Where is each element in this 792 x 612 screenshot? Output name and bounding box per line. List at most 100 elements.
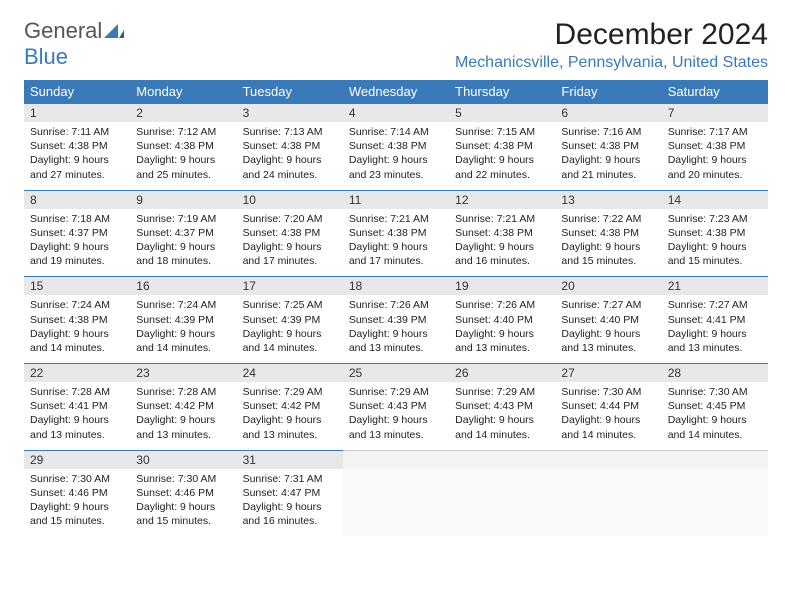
day-content-row: Sunrise: 7:30 AMSunset: 4:46 PMDaylight:…	[24, 469, 768, 537]
day-content-cell: Sunrise: 7:18 AMSunset: 4:37 PMDaylight:…	[24, 209, 130, 277]
day-ss: Sunset: 4:38 PM	[561, 139, 655, 153]
day-sr: Sunrise: 7:30 AM	[30, 472, 124, 486]
day-number-cell: 21	[662, 276, 768, 295]
day-number-cell: 30	[130, 450, 236, 469]
day-content-cell: Sunrise: 7:28 AMSunset: 4:42 PMDaylight:…	[130, 382, 236, 450]
day-content-cell: Sunrise: 7:30 AMSunset: 4:46 PMDaylight:…	[130, 469, 236, 537]
day-ss: Sunset: 4:39 PM	[136, 313, 230, 327]
day-sr: Sunrise: 7:15 AM	[455, 125, 549, 139]
day-d2: and 13 minutes.	[561, 341, 655, 355]
day-content-cell: Sunrise: 7:21 AMSunset: 4:38 PMDaylight:…	[343, 209, 449, 277]
day-sr: Sunrise: 7:26 AM	[349, 298, 443, 312]
day-number-cell: 6	[555, 103, 661, 122]
day-d2: and 13 minutes.	[30, 428, 124, 442]
day-sr: Sunrise: 7:29 AM	[455, 385, 549, 399]
day-number-cell: 7	[662, 103, 768, 122]
day-number-cell: 4	[343, 103, 449, 122]
day-content-cell	[662, 469, 768, 537]
day-d1: Daylight: 9 hours	[455, 153, 549, 167]
day-d2: and 15 minutes.	[668, 254, 762, 268]
weekday-header: Tuesday	[237, 80, 343, 103]
day-sr: Sunrise: 7:18 AM	[30, 212, 124, 226]
day-ss: Sunset: 4:40 PM	[561, 313, 655, 327]
day-d1: Daylight: 9 hours	[349, 413, 443, 427]
day-d1: Daylight: 9 hours	[243, 153, 337, 167]
day-content-cell: Sunrise: 7:20 AMSunset: 4:38 PMDaylight:…	[237, 209, 343, 277]
day-content-cell: Sunrise: 7:30 AMSunset: 4:46 PMDaylight:…	[24, 469, 130, 537]
day-d2: and 13 minutes.	[349, 428, 443, 442]
day-d2: and 25 minutes.	[136, 168, 230, 182]
day-number-cell: 28	[662, 363, 768, 382]
day-d2: and 13 minutes.	[243, 428, 337, 442]
day-d2: and 14 minutes.	[455, 428, 549, 442]
day-sr: Sunrise: 7:20 AM	[243, 212, 337, 226]
day-content-cell: Sunrise: 7:15 AMSunset: 4:38 PMDaylight:…	[449, 122, 555, 190]
day-number-cell: 9	[130, 190, 236, 209]
day-d2: and 17 minutes.	[349, 254, 443, 268]
day-sr: Sunrise: 7:30 AM	[136, 472, 230, 486]
day-sr: Sunrise: 7:16 AM	[561, 125, 655, 139]
day-number-cell: 26	[449, 363, 555, 382]
header: General Blue December 2024 Mechanicsvill…	[24, 18, 768, 72]
day-content-cell	[449, 469, 555, 537]
day-d2: and 14 minutes.	[30, 341, 124, 355]
day-d1: Daylight: 9 hours	[349, 240, 443, 254]
day-number-cell: 3	[237, 103, 343, 122]
day-ss: Sunset: 4:40 PM	[455, 313, 549, 327]
day-ss: Sunset: 4:38 PM	[243, 226, 337, 240]
day-content-cell	[555, 469, 661, 537]
day-d1: Daylight: 9 hours	[668, 327, 762, 341]
day-d2: and 14 minutes.	[243, 341, 337, 355]
day-sr: Sunrise: 7:17 AM	[668, 125, 762, 139]
day-sr: Sunrise: 7:30 AM	[668, 385, 762, 399]
calendar: Sunday Monday Tuesday Wednesday Thursday…	[24, 80, 768, 536]
day-sr: Sunrise: 7:12 AM	[136, 125, 230, 139]
day-number-row: 293031	[24, 450, 768, 469]
day-ss: Sunset: 4:38 PM	[668, 139, 762, 153]
day-number-cell	[449, 450, 555, 469]
day-number-cell	[343, 450, 449, 469]
day-sr: Sunrise: 7:19 AM	[136, 212, 230, 226]
day-content-cell: Sunrise: 7:29 AMSunset: 4:42 PMDaylight:…	[237, 382, 343, 450]
day-ss: Sunset: 4:38 PM	[30, 139, 124, 153]
day-content-cell: Sunrise: 7:27 AMSunset: 4:41 PMDaylight:…	[662, 295, 768, 363]
day-sr: Sunrise: 7:21 AM	[455, 212, 549, 226]
day-d2: and 13 minutes.	[349, 341, 443, 355]
day-ss: Sunset: 4:38 PM	[136, 139, 230, 153]
day-number-cell: 5	[449, 103, 555, 122]
day-sr: Sunrise: 7:22 AM	[561, 212, 655, 226]
day-d2: and 15 minutes.	[561, 254, 655, 268]
logo-text-2: Blue	[24, 44, 68, 69]
day-content-cell: Sunrise: 7:13 AMSunset: 4:38 PMDaylight:…	[237, 122, 343, 190]
day-d2: and 16 minutes.	[243, 514, 337, 528]
day-ss: Sunset: 4:38 PM	[349, 226, 443, 240]
weekday-header: Wednesday	[343, 80, 449, 103]
day-ss: Sunset: 4:38 PM	[349, 139, 443, 153]
day-content-cell: Sunrise: 7:11 AMSunset: 4:38 PMDaylight:…	[24, 122, 130, 190]
day-d1: Daylight: 9 hours	[136, 413, 230, 427]
day-sr: Sunrise: 7:25 AM	[243, 298, 337, 312]
day-d2: and 17 minutes.	[243, 254, 337, 268]
day-content-cell: Sunrise: 7:29 AMSunset: 4:43 PMDaylight:…	[343, 382, 449, 450]
day-d2: and 13 minutes.	[668, 341, 762, 355]
day-d1: Daylight: 9 hours	[668, 413, 762, 427]
day-content-cell: Sunrise: 7:26 AMSunset: 4:39 PMDaylight:…	[343, 295, 449, 363]
day-number-cell: 23	[130, 363, 236, 382]
day-number-row: 15161718192021	[24, 276, 768, 295]
day-d1: Daylight: 9 hours	[561, 413, 655, 427]
day-number-cell: 15	[24, 276, 130, 295]
day-d1: Daylight: 9 hours	[455, 240, 549, 254]
day-content-cell	[343, 469, 449, 537]
day-sr: Sunrise: 7:26 AM	[455, 298, 549, 312]
day-content-cell: Sunrise: 7:29 AMSunset: 4:43 PMDaylight:…	[449, 382, 555, 450]
day-d1: Daylight: 9 hours	[136, 500, 230, 514]
day-number-cell: 29	[24, 450, 130, 469]
day-d2: and 15 minutes.	[30, 514, 124, 528]
day-content-row: Sunrise: 7:18 AMSunset: 4:37 PMDaylight:…	[24, 209, 768, 277]
day-content-cell: Sunrise: 7:30 AMSunset: 4:44 PMDaylight:…	[555, 382, 661, 450]
month-title: December 2024	[455, 18, 768, 52]
day-content-cell: Sunrise: 7:24 AMSunset: 4:38 PMDaylight:…	[24, 295, 130, 363]
day-sr: Sunrise: 7:31 AM	[243, 472, 337, 486]
day-sr: Sunrise: 7:24 AM	[136, 298, 230, 312]
day-number-row: 891011121314	[24, 190, 768, 209]
